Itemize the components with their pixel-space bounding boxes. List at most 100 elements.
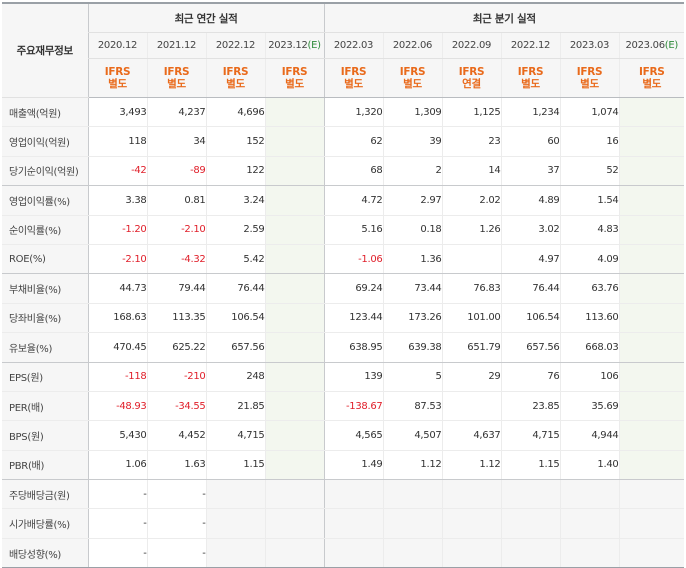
row-label: PER(배) xyxy=(2,391,88,422)
data-cell xyxy=(500,538,560,568)
data-cell xyxy=(441,479,501,510)
data-cell: 1.12 xyxy=(441,450,501,481)
data-cell xyxy=(264,450,324,481)
data-cell xyxy=(264,538,324,568)
period-header: 2022.06 xyxy=(382,32,442,59)
data-cell: 1.26 xyxy=(441,215,501,245)
data-cell xyxy=(559,479,619,510)
row-label: 배당성향(%) xyxy=(2,538,88,568)
accounting-standard-header: IFRS 별도 xyxy=(382,58,442,98)
data-cell: 39 xyxy=(382,126,442,157)
standard-label: IFRS xyxy=(222,66,249,78)
data-cell xyxy=(618,97,684,128)
data-cell xyxy=(264,185,324,216)
data-cell xyxy=(618,538,684,568)
data-cell: 4,452 xyxy=(146,420,206,451)
row-label: 주당배당금(원) xyxy=(2,479,88,510)
table-row: 시가배당률(%) - - xyxy=(2,508,684,539)
period-header: 2022.09 xyxy=(441,32,501,59)
data-cell: 4.89 xyxy=(500,185,560,216)
data-cell: 4,715 xyxy=(205,420,265,451)
accounting-standard-header: IFRS 별도 xyxy=(205,58,265,98)
data-cell: - xyxy=(146,479,206,510)
accounting-standard-header: IFRS 연결 xyxy=(441,58,501,98)
row-label: 순이익률(%) xyxy=(2,215,88,245)
data-cell: 14 xyxy=(441,156,501,187)
period-header: 2020.12 xyxy=(87,32,147,59)
data-cell: 1.06 xyxy=(87,450,147,481)
data-cell: 152 xyxy=(205,126,265,157)
standard-label: IFRS xyxy=(163,66,190,78)
data-cell xyxy=(441,508,501,539)
row-label: 당좌비율(%) xyxy=(2,303,88,334)
data-cell xyxy=(264,244,324,275)
data-cell: 4,944 xyxy=(559,420,619,451)
table-row: ROE(%) -2.10 -4.32 5.42 -1.06 1.36 4.97 4.09 xyxy=(2,244,684,275)
data-cell xyxy=(618,479,684,510)
data-cell: 657.56 xyxy=(205,332,265,363)
data-cell xyxy=(205,508,265,539)
period-header: 2023.03 xyxy=(559,32,619,59)
data-cell: -138.67 xyxy=(323,391,383,422)
standard-label: IFRS xyxy=(576,66,603,78)
data-cell: 4.09 xyxy=(559,244,619,275)
data-cell: 68 xyxy=(323,156,383,187)
data-cell xyxy=(441,538,501,568)
row-label: 당기순이익(억원) xyxy=(2,156,88,187)
data-cell: 34 xyxy=(146,126,206,157)
table-row: 매출액(억원) 3,493 4,237 4,696 1,320 1,309 1,125 1,2… xyxy=(2,97,684,128)
data-cell xyxy=(264,303,324,334)
data-cell: - xyxy=(87,508,147,539)
data-cell: -1.20 xyxy=(87,215,147,245)
data-cell xyxy=(618,185,684,216)
data-cell: 87.53 xyxy=(382,391,442,422)
standard-label: IFRS xyxy=(458,66,485,78)
period-label: 2023.06 xyxy=(625,40,666,51)
data-cell: 173.26 xyxy=(382,303,442,334)
accounting-standard-header: IFRS 별도 xyxy=(87,58,147,98)
table-row: PBR(배) 1.06 1.63 1.15 1.49 1.12 1.12 1.15 1.40 xyxy=(2,450,684,481)
data-cell xyxy=(264,391,324,422)
period-header: 2022.12 xyxy=(205,32,265,59)
data-cell: 4,715 xyxy=(500,420,560,451)
data-cell: 29 xyxy=(441,362,501,392)
estimate-mark: (E) xyxy=(307,40,322,51)
period-label: 2022.03 xyxy=(333,40,374,51)
data-cell: 69.24 xyxy=(323,273,383,304)
data-cell: 1,074 xyxy=(559,97,619,128)
quarter-group-header: 최근 분기 실적 xyxy=(323,2,684,33)
period-label: 2021.12 xyxy=(156,40,197,51)
data-cell: 62 xyxy=(323,126,383,157)
data-cell: 1.49 xyxy=(323,450,383,481)
data-cell: 0.18 xyxy=(382,215,442,245)
data-cell: 638.95 xyxy=(323,332,383,363)
period-label: 2023.12 xyxy=(268,40,308,51)
data-cell: 2.97 xyxy=(382,185,442,216)
data-cell xyxy=(618,508,684,539)
standard-label: IFRS xyxy=(340,66,367,78)
data-cell xyxy=(382,508,442,539)
data-cell xyxy=(264,479,324,510)
data-cell: 23.85 xyxy=(500,391,560,422)
data-cell: 113.60 xyxy=(559,303,619,334)
row-label: 영업이익률(%) xyxy=(2,185,88,216)
data-cell: -42 xyxy=(87,156,147,187)
data-cell xyxy=(618,244,684,275)
data-cell xyxy=(559,508,619,539)
data-cell: 4,637 xyxy=(441,420,501,451)
data-cell: 668.03 xyxy=(559,332,619,363)
data-cell: 3.24 xyxy=(205,185,265,216)
data-cell: 5.42 xyxy=(205,244,265,275)
data-cell xyxy=(618,215,684,245)
data-cell: 123.44 xyxy=(323,303,383,334)
period-header: 2021.12 xyxy=(146,32,206,59)
data-cell xyxy=(618,273,684,304)
data-cell: 2.59 xyxy=(205,215,265,245)
data-cell: 1.15 xyxy=(500,450,560,481)
data-cell xyxy=(382,479,442,510)
period-header: 2023.06(E) xyxy=(618,32,684,59)
estimate-mark: (E) xyxy=(664,40,679,51)
data-cell: -48.93 xyxy=(87,391,147,422)
statement-type-label: 별도 xyxy=(285,78,304,90)
